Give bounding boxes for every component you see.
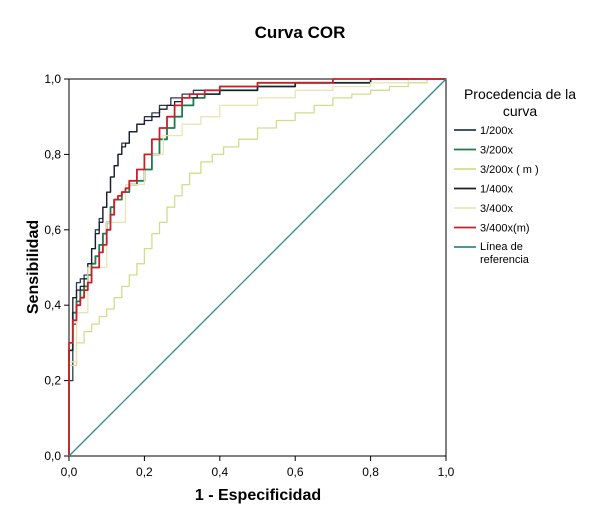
series-line-6 [68, 78, 447, 457]
y-tick-label: 0,8 [44, 147, 61, 161]
chart-title: Curva COR [255, 23, 346, 42]
x-tick-label: 0,0 [61, 465, 78, 479]
series-line-2 [68, 78, 446, 456]
series-line-3 [68, 78, 446, 456]
legend-label: 3/200x [480, 145, 514, 157]
legend-label: 3/200x ( m ) [480, 164, 539, 176]
series-lines [68, 78, 447, 457]
x-axis-label: 1 - Especificidad [195, 487, 321, 504]
y-axis-ticks: 0,0 0,2 0,4 0,6 0,8 1,0 [44, 72, 69, 463]
x-axis-ticks: 0,0 0,2 0,4 0,6 0,8 1,0 [61, 456, 455, 479]
legend-label: Línea de [480, 241, 523, 253]
y-tick-label: 0,2 [44, 374, 61, 388]
legend-label: 3/400x [480, 203, 514, 215]
legend-label: referencia [480, 254, 530, 266]
series-line-5 [68, 78, 446, 456]
y-tick-label: 1,0 [44, 72, 61, 86]
x-tick-label: 0,2 [136, 465, 153, 479]
y-tick-label: 0,6 [44, 223, 61, 237]
y-tick-label: 0,0 [44, 449, 61, 463]
legend-label: 1/200x [480, 125, 514, 137]
x-tick-label: 1,0 [438, 465, 455, 479]
legend-label: 1/400x [480, 184, 514, 196]
y-tick-label: 0,4 [44, 298, 61, 312]
legend-label: 3/400x(m) [480, 223, 530, 235]
legend: Procedencia de la curva 1/200x 3/200x 3/20… [454, 86, 576, 266]
x-tick-label: 0,4 [211, 465, 228, 479]
y-axis-label: Sensibilidad [25, 220, 42, 314]
legend-title-line-2: curva [503, 103, 537, 119]
x-tick-label: 0,6 [287, 465, 304, 479]
legend-title-line-1: Procedencia de la [464, 86, 576, 102]
series-line-4 [68, 78, 446, 456]
x-tick-label: 0,8 [362, 465, 379, 479]
legend-items: 1/200x 3/200x 3/200x ( m ) 1/400x 3/400x 3/40… [454, 125, 539, 266]
